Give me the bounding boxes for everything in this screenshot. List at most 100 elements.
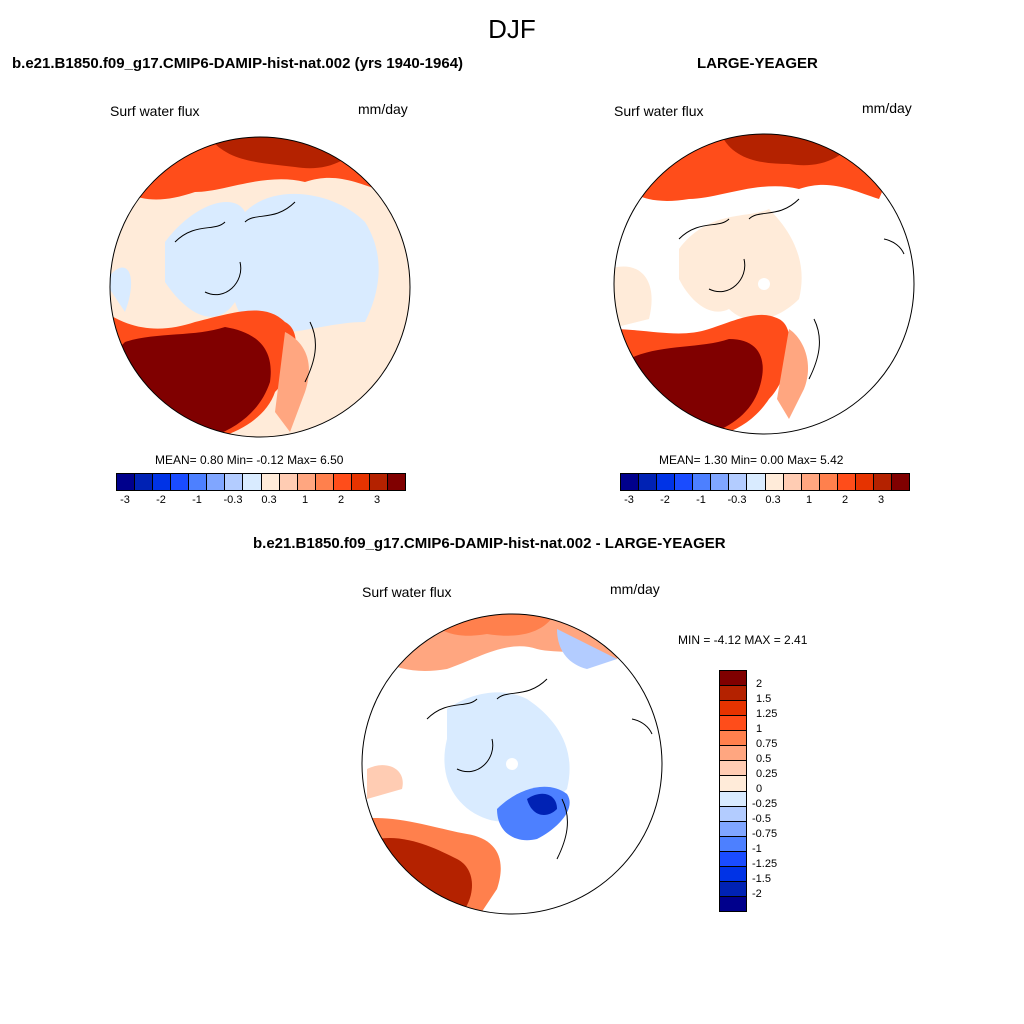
colorbar-swatch [153,474,172,490]
colorbar-swatch [720,821,746,837]
colorbar-swatch [765,474,784,490]
colorbar-tick-label: -1.25 [752,858,778,870]
colorbar-tick-label: 0.3 [261,494,277,506]
panel3-colorbar-labels: 2 1.5 1.25 1 0.75 0.5 0.25 0 -0.25 -0.5 -0.75 -1 -1.… [752,670,792,910]
colorbar-swatch [171,474,190,490]
colorbar-tick-label: 1.25 [756,708,778,720]
colorbar-swatch [657,474,676,490]
colorbar-tick-label: -2 [660,494,670,506]
colorbar-tick-label: -0.75 [752,828,778,840]
colorbar-tick-label: 0.75 [756,738,778,750]
colorbar-tick-label: -1 [696,494,706,506]
colorbar-tick-label: -3 [120,494,130,506]
colorbar-tick-label: 2 [841,494,849,506]
panel3-stats: MIN = -4.12 MAX = 2.41 [678,633,808,647]
colorbar-tick-label: -1.5 [752,873,771,885]
colorbar-swatch [243,474,262,490]
colorbar-swatch [261,474,280,490]
colorbar-tick-label: 0 [756,783,763,795]
colorbar-tick-label: -1 [192,494,202,506]
colorbar-tick-label: 0.25 [756,768,778,780]
colorbar-tick-label: -2 [752,888,762,900]
colorbar-tick-label: 1.5 [756,693,772,705]
panel2-title: LARGE-YEAGER [697,55,818,72]
colorbar-tick-label: -1 [752,843,762,855]
colorbar-tick-label: -3 [624,494,634,506]
panel1-stats: MEAN= 0.80 Min= -0.12 Max= 6.50 [155,453,344,467]
colorbar-tick-label: 1 [805,494,813,506]
colorbar-swatch [720,671,746,687]
colorbar-swatch [720,686,746,702]
colorbar-tick-label: -2 [156,494,166,506]
panel3-variable: Surf water flux [362,584,452,600]
colorbar-tick-label: 2 [756,678,763,690]
colorbar-swatch [693,474,712,490]
colorbar-swatch [711,474,730,490]
colorbar-tick-label: -0.3 [727,494,747,506]
colorbar-swatch [819,474,838,490]
colorbar-swatch [891,474,909,490]
colorbar-swatch [135,474,154,490]
panel2-variable: Surf water flux [614,103,704,119]
colorbar-tick-label: 1 [756,723,763,735]
colorbar-swatch [639,474,658,490]
colorbar-tick-label: 0.3 [765,494,781,506]
colorbar-tick-label: -0.25 [752,798,778,810]
panel3-polar-map [361,613,663,915]
colorbar-swatch [720,761,746,777]
colorbar-swatch [720,731,746,747]
panel2-stats: MEAN= 1.30 Min= 0.00 Max= 5.42 [659,453,844,467]
colorbar-swatch [369,474,388,490]
panel2-units: mm/day [862,100,912,116]
colorbar-swatch [720,701,746,717]
panel3-units: mm/day [610,581,660,597]
panel2-colorbar [620,473,910,491]
panel1-colorbar [116,473,406,491]
colorbar-swatch [333,474,352,490]
colorbar-swatch [387,474,405,490]
panel1-title: b.e21.B1850.f09_g17.CMIP6-DAMIP-hist-nat… [12,55,464,72]
colorbar-swatch [747,474,766,490]
panel2-polar-map [613,133,915,435]
colorbar-tick-label: 0.5 [756,753,772,765]
panel3-colorbar [719,670,747,912]
colorbar-swatch [720,806,746,822]
colorbar-swatch [855,474,874,490]
colorbar-swatch [720,851,746,867]
colorbar-swatch [801,474,820,490]
panel3-title: b.e21.B1850.f09_g17.CMIP6-DAMIP-hist-nat… [253,535,726,552]
colorbar-swatch [189,474,208,490]
colorbar-swatch [873,474,892,490]
colorbar-tick-label: 3 [373,494,381,506]
colorbar-swatch [621,474,640,490]
colorbar-swatch [351,474,370,490]
colorbar-swatch [297,474,316,490]
colorbar-tick-label: 1 [301,494,309,506]
figure-title: DJF [488,14,536,44]
colorbar-swatch [225,474,244,490]
colorbar-tick-label: -0.5 [752,813,771,825]
colorbar-swatch [720,836,746,852]
colorbar-swatch [279,474,298,490]
colorbar-swatch [720,776,746,792]
panel1-polar-map [109,136,411,438]
colorbar-swatch [729,474,748,490]
colorbar-swatch [720,881,746,897]
panel1-variable: Surf water flux [110,103,200,119]
colorbar-swatch [207,474,226,490]
colorbar-swatch [720,896,746,911]
panel1-colorbar-labels: -3 -2 -1 -0.3 0.3 1 2 3 [116,494,406,508]
colorbar-swatch [720,791,746,807]
colorbar-swatch [720,746,746,762]
colorbar-swatch [720,716,746,732]
colorbar-swatch [117,474,136,490]
colorbar-swatch [315,474,334,490]
colorbar-swatch [783,474,802,490]
colorbar-tick-label: -0.3 [223,494,243,506]
panel1-units: mm/day [358,101,408,117]
colorbar-tick-label: 3 [877,494,885,506]
colorbar-tick-label: 2 [337,494,345,506]
colorbar-swatch [837,474,856,490]
colorbar-swatch [675,474,694,490]
colorbar-swatch [720,866,746,882]
